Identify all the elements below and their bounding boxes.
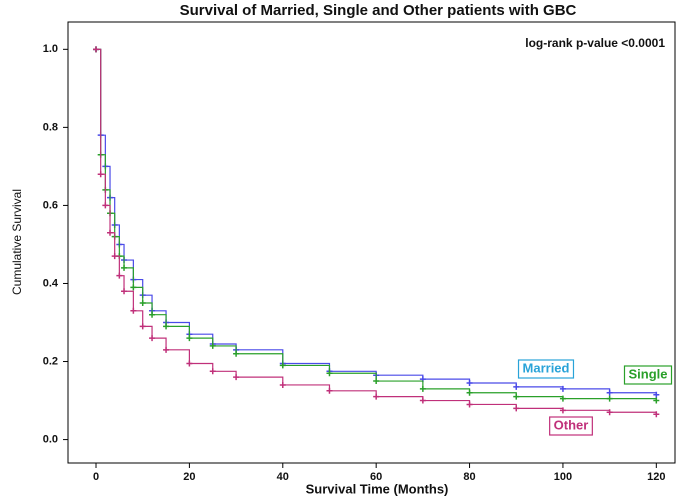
censor-mark	[102, 202, 109, 209]
censor-mark	[233, 350, 240, 357]
censor-mark	[121, 264, 128, 271]
censor-mark	[513, 393, 520, 400]
censor-mark	[326, 387, 333, 394]
censor-mark	[419, 397, 426, 404]
censor-mark	[513, 405, 520, 412]
censor-mark	[121, 288, 128, 295]
legend-box	[549, 416, 593, 436]
censor-mark	[163, 346, 170, 353]
y-tick-label: 0.2	[43, 355, 58, 367]
legend-label: Single	[628, 366, 667, 381]
censor-mark	[107, 229, 114, 236]
censor-mark	[139, 299, 146, 306]
censor-mark	[606, 395, 613, 402]
y-tick-label: 0.4	[43, 277, 59, 289]
censor-mark	[559, 395, 566, 402]
censor-mark	[233, 374, 240, 381]
censor-mark	[93, 46, 100, 53]
x-axis-title: Survival Time (Months)	[306, 481, 449, 496]
x-tick-label: 120	[647, 471, 665, 483]
x-tick-label: 40	[277, 471, 289, 483]
censor-mark	[279, 362, 286, 369]
legend-label: Married	[523, 360, 570, 375]
censor-mark	[606, 389, 613, 396]
x-tick-label: 60	[370, 471, 382, 483]
legend-box	[517, 359, 575, 379]
y-axis-title: Cumulative Survival	[10, 189, 24, 295]
censor-mark	[111, 253, 118, 260]
legend-label: Other	[554, 417, 589, 432]
censor-mark	[653, 411, 660, 418]
legend-entry: Single	[623, 365, 673, 385]
censor-mark	[466, 401, 473, 408]
censor-mark	[149, 311, 156, 318]
censor-mark	[606, 409, 613, 416]
chart-title: Survival of Married, Single and Other pa…	[180, 2, 577, 19]
y-tick-label: 0.6	[43, 199, 58, 211]
censor-mark	[97, 171, 104, 178]
censor-mark	[373, 378, 380, 385]
legend-entry: Married	[517, 359, 575, 379]
censor-mark	[209, 368, 216, 375]
censor-mark	[326, 370, 333, 377]
censor-mark	[653, 397, 660, 404]
censor-mark	[149, 335, 156, 342]
censor-mark	[559, 385, 566, 392]
x-tick-label: 100	[554, 471, 572, 483]
censor-mark	[130, 284, 137, 291]
censor-mark	[186, 335, 193, 342]
legend-box	[623, 365, 673, 385]
censor-mark	[419, 385, 426, 392]
y-tick-label: 0.8	[43, 121, 58, 133]
censor-mark	[279, 381, 286, 388]
censor-mark	[653, 391, 660, 398]
censor-mark	[139, 323, 146, 330]
censor-mark	[163, 323, 170, 330]
censor-mark	[466, 389, 473, 396]
censor-mark	[466, 379, 473, 386]
censor-mark	[130, 307, 137, 314]
censor-mark	[513, 383, 520, 390]
annotation: log-rank p-value <0.0001	[525, 36, 665, 50]
plot-frame	[67, 21, 676, 464]
censor-mark	[116, 272, 123, 279]
x-tick-label: 0	[93, 471, 99, 483]
censor-mark	[186, 360, 193, 367]
legend-entry: Other	[549, 416, 593, 436]
censor-mark	[209, 342, 216, 349]
censor-mark	[373, 393, 380, 400]
censor-mark	[559, 407, 566, 414]
x-tick-label: 80	[463, 471, 475, 483]
y-tick-label: 1.0	[43, 43, 58, 55]
x-tick-label: 20	[183, 471, 195, 483]
y-tick-label: 0.0	[43, 433, 58, 445]
